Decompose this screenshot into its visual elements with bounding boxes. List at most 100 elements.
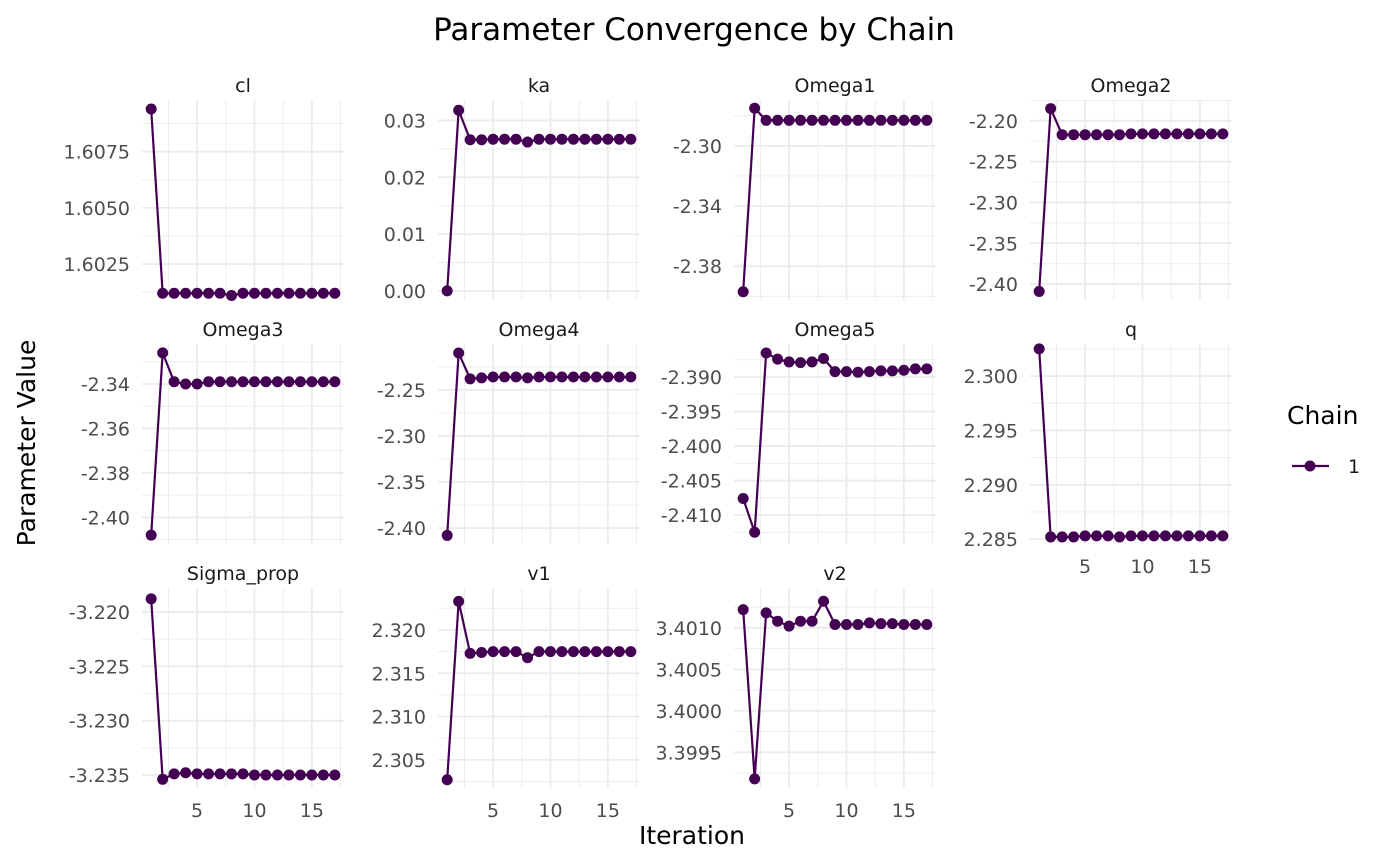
facet-cl: cl 1.6025 1.6050 1.6075 <box>64 75 344 302</box>
data-point <box>772 615 784 627</box>
data-point <box>806 114 818 126</box>
data-point <box>544 371 556 383</box>
data-point <box>772 353 784 365</box>
data-point <box>533 133 545 145</box>
facet-omega4: Omega4 -2.40 -2.35 -2.30 -2.25 <box>377 319 640 544</box>
facet-omega2: Omega2 -2.40 -2.35 -2.30 -2.25 -2.20 <box>969 75 1232 300</box>
y-tick-label: 2.290 <box>964 475 1018 497</box>
y-tick-label: -2.38 <box>673 256 722 278</box>
y-tick-label: -2.410 <box>661 505 722 527</box>
data-point <box>544 646 556 658</box>
series-line <box>150 598 335 781</box>
data-point <box>283 376 295 388</box>
data-point <box>625 646 637 658</box>
data-point <box>1102 129 1114 141</box>
facet-label: Omega3 <box>203 319 284 341</box>
data-point <box>476 647 488 658</box>
data-point <box>476 134 488 146</box>
data-point <box>1217 530 1229 542</box>
data-point <box>1125 128 1137 140</box>
data-point <box>1171 128 1183 140</box>
data-point <box>567 646 579 658</box>
y-tick-label: -2.400 <box>661 436 722 458</box>
data-point <box>271 287 283 299</box>
facet-label: Omega5 <box>795 319 876 341</box>
y-tick-label: -3.220 <box>69 602 130 624</box>
data-point <box>464 134 476 146</box>
y-tick-label: -2.25 <box>377 380 426 402</box>
data-point <box>921 114 933 126</box>
data-point <box>783 114 795 126</box>
y-tick-label: -2.25 <box>969 152 1018 174</box>
y-tick-label: 0.00 <box>384 281 426 303</box>
data-point <box>852 619 864 631</box>
y-tick-label: -2.35 <box>377 472 426 494</box>
data-point <box>487 371 499 383</box>
facet-sigma-prop: Sigma_prop -3.235 -3.230 -3.225 -3.220 5 10 15 <box>69 563 344 822</box>
data-point <box>852 114 864 126</box>
data-point <box>863 114 875 126</box>
data-point <box>795 615 807 627</box>
data-point <box>909 619 921 631</box>
data-point <box>829 619 841 631</box>
data-point <box>898 114 910 126</box>
data-point <box>1136 128 1148 140</box>
data-point <box>260 287 272 299</box>
data-point <box>590 646 602 658</box>
data-point <box>1114 531 1126 543</box>
series-line <box>446 600 631 780</box>
data-point <box>1045 103 1057 115</box>
data-point <box>1091 530 1103 542</box>
facet-label: Sigma_prop <box>187 563 299 585</box>
data-point <box>544 133 556 145</box>
y-tick-label: -2.395 <box>661 402 722 424</box>
y-tick-label: -3.230 <box>69 711 130 733</box>
x-tick-label: 5 <box>783 800 795 822</box>
x-tick-label: 5 <box>487 800 499 822</box>
data-point <box>214 768 226 780</box>
data-point <box>180 287 192 299</box>
facet-label: Omega2 <box>1091 75 1172 97</box>
y-tick-label: 3.4000 <box>656 701 722 723</box>
data-point <box>1171 530 1183 542</box>
x-tick-label: 10 <box>538 800 562 822</box>
data-point <box>818 114 830 126</box>
data-point <box>441 774 453 786</box>
data-point <box>1182 128 1194 140</box>
data-point <box>168 376 180 388</box>
y-tick-label: -2.30 <box>673 136 722 158</box>
y-tick-label: -2.38 <box>81 463 130 485</box>
data-point <box>760 347 772 359</box>
data-point <box>203 768 215 780</box>
data-point <box>214 287 226 299</box>
data-point <box>783 356 795 368</box>
data-point <box>283 769 295 781</box>
data-point <box>294 376 306 388</box>
y-tick-label: -2.36 <box>81 418 130 440</box>
data-point <box>602 371 614 383</box>
facet-label: ka <box>528 75 550 97</box>
data-point <box>329 376 341 388</box>
data-point <box>260 376 272 388</box>
y-tick-label: 2.310 <box>372 707 426 729</box>
facet-label: Omega1 <box>795 75 876 97</box>
data-point <box>1148 530 1160 542</box>
data-point <box>829 366 841 378</box>
data-point <box>441 285 453 297</box>
x-tick-label: 5 <box>191 800 203 822</box>
data-point <box>737 286 749 298</box>
facet-label: q <box>1125 319 1137 341</box>
data-point <box>795 357 807 369</box>
data-point <box>487 646 499 658</box>
data-point <box>476 372 488 384</box>
data-point <box>1205 128 1217 140</box>
data-point <box>271 376 283 388</box>
y-tick-label: -2.40 <box>81 507 130 529</box>
data-point <box>749 773 761 785</box>
data-point <box>1148 128 1160 140</box>
data-point <box>806 356 818 368</box>
data-point <box>1079 530 1091 542</box>
data-point <box>909 363 921 375</box>
data-point <box>271 769 283 781</box>
data-point <box>1068 531 1080 543</box>
